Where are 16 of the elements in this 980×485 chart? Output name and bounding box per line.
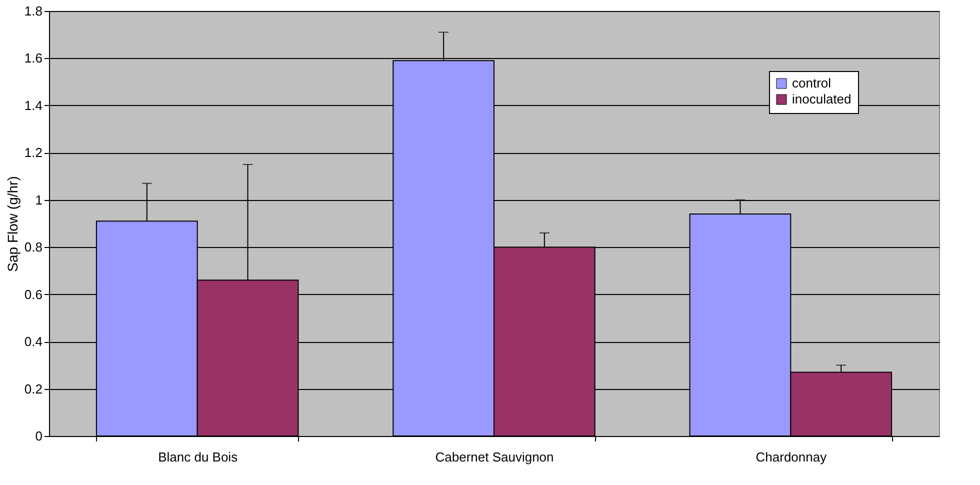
y-axis-title: Sap Flow (g/hr) bbox=[4, 176, 20, 272]
y-tick-label: 1.8 bbox=[24, 4, 42, 18]
x-tick-label: Cabernet Sauvignon bbox=[435, 450, 554, 464]
x-tick-label: Chardonnay bbox=[756, 450, 828, 464]
legend-label: inoculated bbox=[792, 92, 852, 106]
y-tick-label: 0 bbox=[35, 428, 42, 444]
y-tick-label: 1.6 bbox=[24, 50, 42, 66]
y-tick-label: 0.2 bbox=[24, 381, 42, 396]
y-tick-label: 0.8 bbox=[24, 240, 42, 255]
y-tick-label: 0.6 bbox=[24, 286, 42, 302]
y-tick-label: 1.4 bbox=[24, 98, 42, 113]
y-tick-label: 1 bbox=[35, 192, 42, 208]
legend-label: control bbox=[792, 76, 832, 90]
x-tick-label: Blanc du Bois bbox=[158, 450, 238, 464]
y-tick-label: 0.4 bbox=[24, 334, 42, 350]
y-tick-label: 1.2 bbox=[24, 145, 42, 160]
